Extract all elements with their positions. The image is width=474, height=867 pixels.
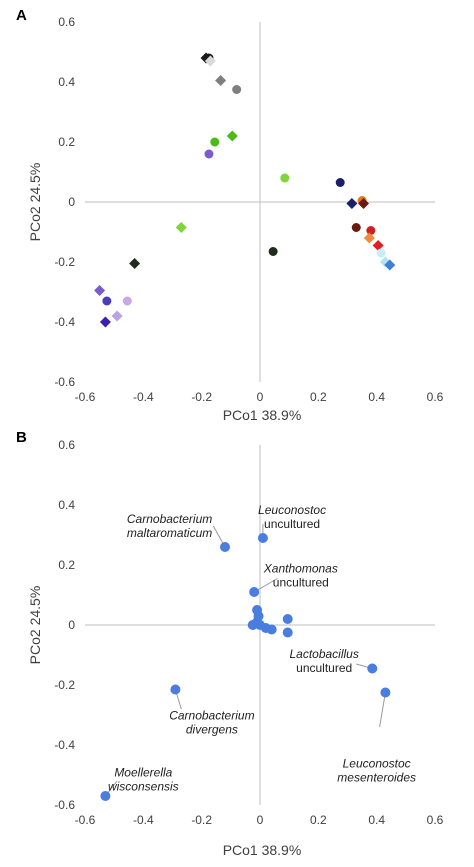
annotation-line: maltaromaticum [127,526,212,540]
data-point-diamond [204,55,216,67]
panel-label: B [16,429,27,446]
y-tick-label: 0 [68,618,75,632]
data-point-circle [204,149,214,159]
data-point-circle [351,223,361,232]
x-tick-label: -0.4 [133,390,154,404]
data-point-diamond [111,310,123,322]
y-tick-label: -0.6 [54,375,75,389]
y-tick-label: -0.4 [54,315,75,329]
x-tick-label: 0.4 [368,390,385,404]
annotation-line: uncultured [264,517,320,531]
y-tick-label: 0 [68,195,75,209]
data-point-circle [249,587,260,597]
y-tick-label: 0.2 [58,135,75,149]
annotation-label: Moellerella wisconsensis [108,766,179,794]
y-axis-title: PCo2 24.5% [27,586,43,665]
y-tick-label: -0.2 [54,678,75,692]
data-point-diamond [129,258,141,269]
x-tick-label: 0.6 [427,390,444,404]
x-axis-title: PCo1 38.9% [223,407,302,423]
annotation-label: Leuconostoc uncultured [258,503,326,531]
annotation-line: Leuconostoc [258,503,326,517]
data-point-diamond [99,316,111,328]
data-point-circle [247,620,258,630]
x-tick-label: 0.4 [368,813,385,827]
x-tick-label: 0.6 [427,813,444,827]
panel-a-scatter-plot: A -0.6 -0.4 -0.2 0 0.2 0.4 0.6 0.6 0.4 0.2 0 -0.2 -0.… [16,7,444,423]
x-tick-label: -0.6 [75,390,96,404]
x-axis-title: PCo1 38.9% [223,842,302,858]
annotation-line: uncultured [273,576,329,590]
annotation-line: Xanthomonas [263,562,338,576]
annotation-label: Carnobacterium maltaromaticum [127,512,212,540]
data-point-diamond [358,198,370,209]
data-point-circle [220,542,230,552]
annotation-line: divergens [186,723,238,737]
y-tick-label: 0.2 [58,558,75,572]
annotation-line: uncultured [296,661,352,675]
data-point-diamond [384,259,396,271]
data-point-circle [282,627,293,638]
annotation-line: Lactobacillus [289,647,358,661]
data-point-circle [380,687,391,698]
data-point-circle [232,85,242,94]
y-tick-label: 0.4 [58,498,75,512]
data-point-circle [367,663,378,674]
annotation-label: Leuconostoc mesenteroides [337,757,416,785]
annotation-label: Lactobacillus uncultured [289,647,358,675]
data-point-circle [280,173,290,183]
data-point-circle [100,791,111,801]
data-point-circle [170,684,181,695]
x-tick-label: 0.2 [310,390,327,404]
x-tick-label: -0.6 [75,813,96,827]
data-point-diamond [363,232,375,244]
y-tick-label: -0.2 [54,255,75,269]
data-point-circle [257,533,268,543]
data-point-circle [210,137,220,147]
annotation-line: Carnobacterium [127,512,212,526]
data-point-diamond [215,75,227,86]
data-point-diamond [372,240,384,251]
y-tick-label: -0.6 [54,798,75,812]
panel-label: A [16,7,27,24]
y-tick-label: -0.4 [54,738,75,752]
data-point-circle [266,624,277,635]
data-point-diamond [175,222,187,233]
x-tick-label: 0 [257,390,264,404]
annotation-label: Carnobacterium divergens [169,709,254,737]
data-point-circle [335,178,345,187]
annotation-leader-line [379,692,386,728]
data-point-circle [268,247,278,256]
annotation-label: Xanthomonas uncultured [263,562,338,590]
y-tick-label: 0.4 [58,75,75,89]
data-point-diamond [226,130,238,142]
data-point-circle [102,296,112,306]
annotation-line: wisconsensis [108,780,179,794]
data-point-circle [122,296,132,306]
data-point-circle [376,248,386,258]
x-tick-label: -0.2 [191,813,212,827]
y-axis-title: PCo2 24.5% [27,163,43,242]
x-tick-label: -0.2 [191,390,212,404]
annotation-line: mesenteroides [337,771,416,785]
x-tick-label: 0 [257,813,264,827]
annotation-line: Moellerella [114,766,172,780]
data-point-diamond [94,285,106,296]
y-tick-label: 0.6 [58,15,75,29]
data-point-diamond [346,198,358,209]
annotation-line: Leuconostoc [343,757,411,771]
x-tick-label: -0.4 [133,813,154,827]
data-point-circle [282,614,293,624]
data-point-circle [366,226,376,235]
x-tick-label: 0.2 [310,813,327,827]
y-tick-label: 0.6 [58,438,75,452]
panel-b-scatter-plot: B -0.6 -0.4 -0.2 0 0.2 0.4 0.6 0.6 0.4 0.2 0 -0.2 -0.… [16,429,444,858]
annotation-line: Carnobacterium [169,709,254,723]
